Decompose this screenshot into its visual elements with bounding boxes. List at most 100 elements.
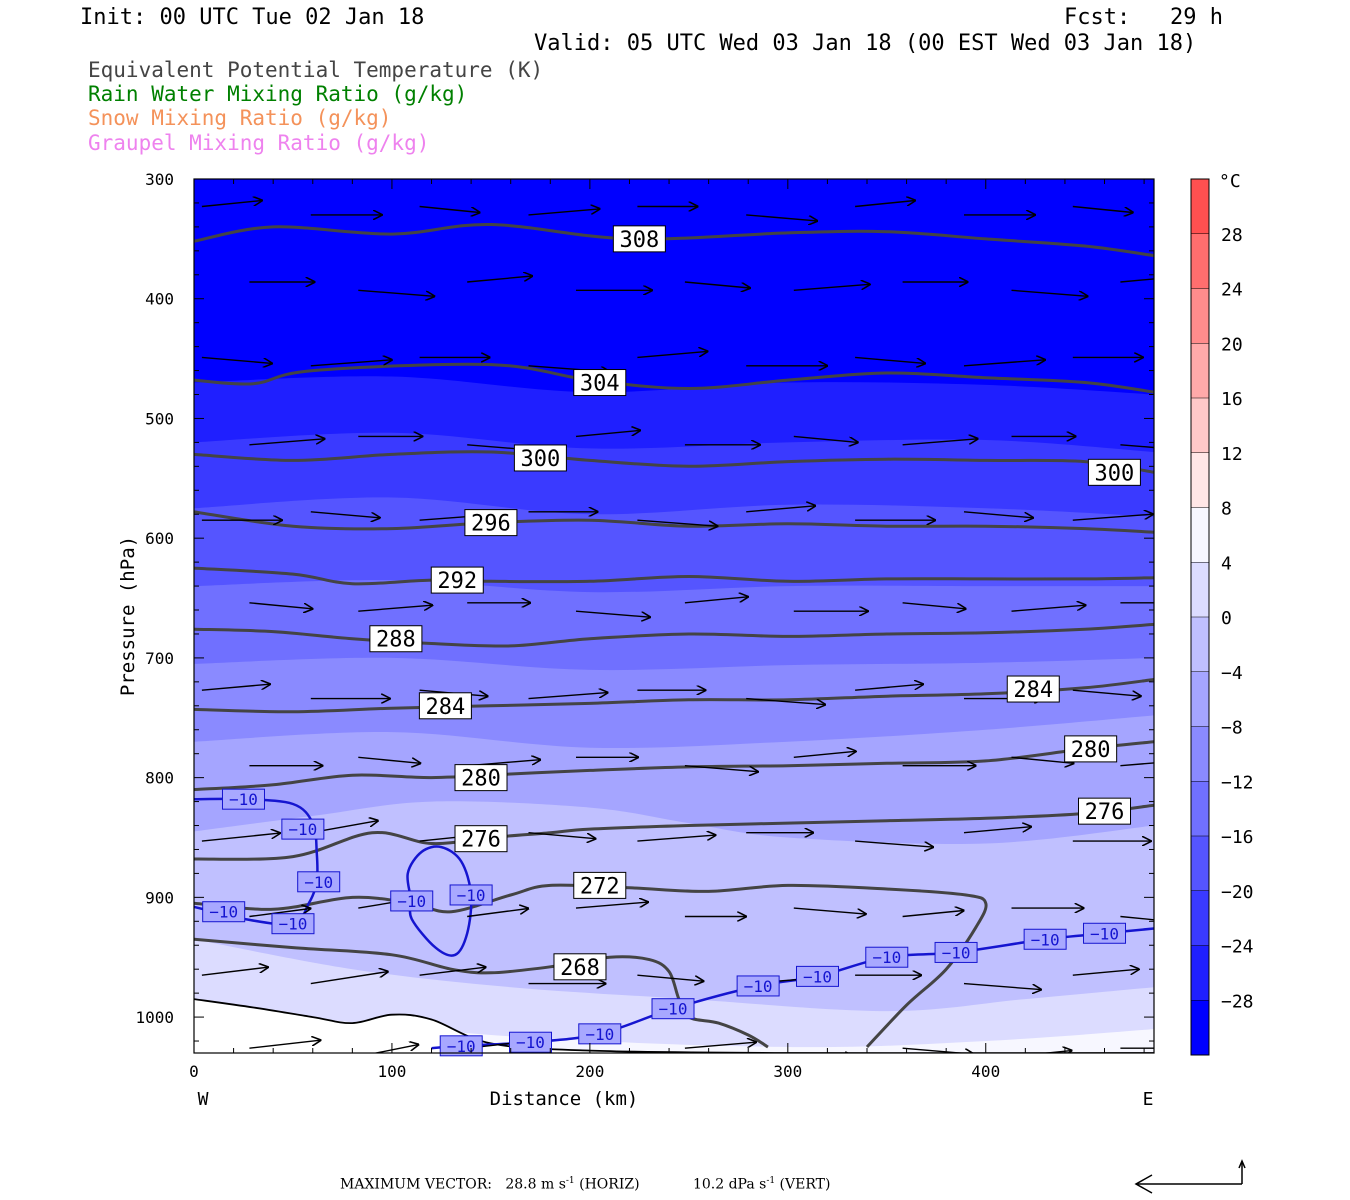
max-vector-label: MAXIMUM VECTOR: [340,1176,492,1193]
theta-e-contour-268 [194,937,769,1049]
legend-equiv-potential-temp: Equivalent Potential Temperature (K) [88,58,544,82]
wind-vector [467,276,532,283]
wind-vector [746,697,825,705]
wind-vector [963,360,1045,367]
colorbar-swatch [1191,945,1209,1001]
temp-minus10-label: −10 [221,788,265,810]
theta-e-label-280: 280 [454,764,508,792]
wind-vector [1072,689,1141,696]
horiz-exp: -1 [565,1176,575,1186]
wind-vector [1040,1051,1072,1053]
wind-vector [793,907,866,914]
vert-exp: -1 [766,1176,776,1186]
wind-vector [637,351,707,359]
colorbar-tick-label: 16 [1221,389,1243,410]
colorbar-tick-label: 28 [1221,225,1243,246]
temp-minus10-label: −10 [202,901,246,923]
legend-rain-water: Rain Water Mixing Ratio (g/kg) [88,82,468,106]
y-tick-label: 400 [145,290,174,309]
colorbar-swatch [1191,562,1209,617]
colorbar-tick-label: −4 [1221,663,1243,684]
theta-e-label-300: 300 [1087,458,1141,486]
theta-e-label-276: 276 [454,825,508,853]
temp-minus10-label: −10 [934,941,978,963]
wind-vector [684,765,758,772]
terrain-fill [194,999,1154,1053]
wind-vector [746,506,815,513]
svg-text:−10: −10 [585,1025,614,1044]
wind-vector [855,201,915,208]
wind-vector [528,693,608,700]
temp-minus10-label: −10 [281,818,325,840]
svg-text:284: 284 [426,695,466,720]
wind-vector [855,684,923,691]
colorbar-tick-label: −8 [1221,718,1243,739]
wind-vector [358,289,434,296]
wind-vector [855,356,925,363]
colorbar-swatch [1191,179,1209,234]
svg-text:308: 308 [619,228,659,253]
x-tick-label: 100 [377,1062,406,1081]
theta-e-label-284: 284 [418,692,472,720]
wind-vector [310,511,380,518]
y-tick-label: 1000 [135,1008,174,1027]
temp-minus10-label: −10 [578,1023,622,1045]
temp-minus10-label: −10 [1023,928,1067,950]
svg-text:276: 276 [1085,800,1125,825]
init-time: Init: 00 UTC Tue 02 Jan 18 [80,5,425,30]
colorbar-swatch [1191,617,1209,672]
horiz-unit: m s [540,1176,566,1193]
theta-e-label-300: 300 [513,444,567,472]
svg-text:300: 300 [521,447,561,472]
vert-tag: (VERT) [779,1176,831,1193]
wind-vector [310,360,392,367]
x-end-label-west: W [198,1089,209,1110]
colorbar-tick-label: 24 [1221,280,1243,301]
theta-e-contour-276 [194,803,1154,861]
x-tick-label: 0 [189,1062,199,1081]
y-tick-label: 600 [145,529,174,548]
wind-vector [902,439,978,446]
wind-vector [1011,289,1088,296]
temp-minus10-label: −10 [865,946,909,968]
wind-vector [249,909,310,918]
wind-vector [419,967,486,976]
wind-vector [963,827,1031,834]
svg-text:296: 296 [471,512,511,537]
svg-text:−10: −10 [942,943,971,962]
svg-text:292: 292 [437,569,477,594]
wind-vector [201,201,262,208]
theta-e-contour-304 [194,362,1154,394]
colorbar-tick-label: 20 [1221,334,1243,355]
colorbar-tick-label: −20 [1221,882,1254,903]
wind-vector [372,1045,418,1053]
colorbar-frame [1190,178,1210,1056]
svg-text:−10: −10 [279,915,308,934]
horiz-value: 28.8 [505,1176,537,1193]
theta-e-contour-288 [194,622,1154,648]
wind-vector [1120,915,1154,921]
colorbar-swatch [1191,233,1209,289]
plot-frame [193,178,1155,1054]
wind-vector [249,439,324,446]
wind-vector [902,1047,974,1053]
y-axis-title: Pressure (hPa) [117,536,139,696]
colorbar-swatch [1191,890,1209,946]
valid-time: Valid: 05 UTC Wed 03 Jan 18 (00 EST Wed … [534,31,1197,56]
svg-text:−10: −10 [1031,930,1060,949]
wind-vector [575,610,650,617]
wind-vector [902,602,966,609]
wind-vector [528,832,596,839]
colorbar-swatch [1191,507,1209,563]
x-axis-title: Distance (km) [490,1088,639,1110]
svg-text:−10: −10 [397,892,426,911]
legend-snow: Snow Mixing Ratio (g/kg) [88,106,392,130]
theta-e-label-276: 276 [1078,797,1132,825]
svg-text:276: 276 [461,828,501,853]
svg-text:280: 280 [461,767,501,792]
wind-vector [637,835,715,842]
wind-vector [249,602,312,609]
svg-text:−10: −10 [447,1037,476,1056]
wind-vector [746,214,817,221]
colorbar-swatch [1191,452,1209,508]
